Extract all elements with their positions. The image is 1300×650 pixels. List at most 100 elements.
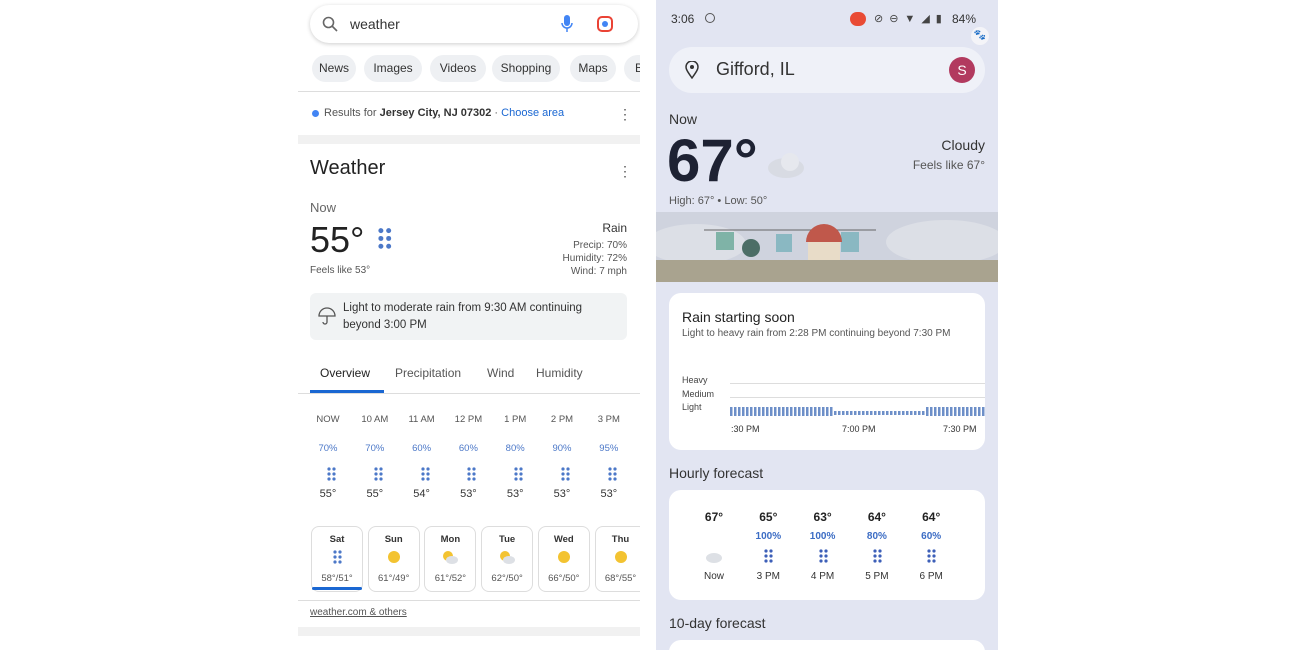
grid-line <box>730 383 985 384</box>
filter-tab[interactable]: Videos <box>430 55 486 82</box>
filter-tab[interactable]: News <box>312 55 356 82</box>
cloud-icon <box>768 153 804 178</box>
rain-bar <box>938 407 941 416</box>
rain-bar <box>966 407 969 416</box>
current-temp: 67° <box>667 127 758 194</box>
rain-bar <box>970 407 973 416</box>
hour-precip: 60% <box>921 531 942 542</box>
day-icon <box>498 549 516 572</box>
search-icon <box>322 16 338 32</box>
rain-bar <box>838 411 841 415</box>
search-query: weather <box>350 16 400 32</box>
status-icon <box>850 12 866 26</box>
more-menu[interactable]: ⋮ <box>618 106 632 122</box>
location-dot <box>312 110 319 117</box>
hour-precip: 100% <box>809 531 836 542</box>
rain-bar <box>790 407 793 416</box>
status-icon <box>705 13 715 23</box>
others[interactable]: & others <box>369 607 407 618</box>
day-name: Mon <box>440 534 461 545</box>
weather-app-panel: 3:06 ⊘⊖▼◢▮ 84% 🐾 Gifford, IL S Now 67° C… <box>656 0 998 650</box>
rain-time: 7:30 PM <box>943 424 977 434</box>
umbrella-icon <box>318 307 336 325</box>
hour-temp: 53° <box>460 488 477 500</box>
day-card[interactable]: Tue 62°/50° <box>481 526 534 592</box>
location-bar[interactable]: Gifford, IL S <box>669 47 985 93</box>
source[interactable]: weather.com <box>310 607 367 618</box>
day-card[interactable]: Wed 66°/50° <box>537 526 590 592</box>
filter-tab[interactable]: Images <box>364 55 422 82</box>
hour-time: 3 PM <box>756 571 780 582</box>
battery: 84% <box>952 12 977 26</box>
rain-bar <box>978 407 981 416</box>
hour-precip: 60% <box>458 443 478 454</box>
rain-bar <box>894 411 897 415</box>
hour-time: Now <box>703 571 725 582</box>
hour-icon <box>868 548 886 571</box>
rain-bar <box>862 411 865 415</box>
rain-bar <box>782 407 785 416</box>
rain-bar <box>870 411 873 415</box>
weather-tab[interactable]: Overview <box>320 366 371 380</box>
rain-bar <box>762 407 765 416</box>
grid-line <box>730 397 985 398</box>
rain-card: Rain starting soon Light to heavy rain f… <box>669 293 985 450</box>
rain-icon <box>327 467 336 481</box>
feels-like: Feels like 67° <box>912 158 985 172</box>
avatar[interactable]: S <box>949 57 975 83</box>
hour-time: 5 PM <box>865 571 889 582</box>
weather-tab[interactable]: Precipitation <box>395 366 462 380</box>
hour-icon <box>603 466 621 489</box>
rain-bar <box>902 411 905 415</box>
condition: Cloudy <box>941 137 985 153</box>
rain-bar <box>814 407 817 416</box>
day-icon <box>328 549 346 572</box>
filter-tab[interactable]: Shopping <box>492 55 560 82</box>
day-card[interactable]: Sat 58°/51° <box>311 526 363 592</box>
hour-temp: 55° <box>319 488 337 500</box>
day-card[interactable]: Mon 61°/52° <box>424 526 477 592</box>
rain-bar <box>962 407 965 416</box>
illustration <box>656 212 998 282</box>
hour-icon <box>369 466 387 489</box>
hour-icon <box>705 548 723 571</box>
rain-bar <box>878 411 881 415</box>
day-icon <box>441 549 459 572</box>
rain-bar <box>906 411 909 415</box>
hour-icon <box>416 466 434 489</box>
hourly-title: Hourly forecast <box>669 465 764 481</box>
rain-icon <box>764 549 773 563</box>
day-temps: 68°/55° <box>604 573 637 584</box>
hour-time: 12 PM <box>454 414 483 425</box>
weather-detail: Humidity: 72% <box>562 253 627 264</box>
filter-tab[interactable]: Maps <box>570 55 616 82</box>
weather-tab[interactable]: Humidity <box>536 366 583 380</box>
hour-time: 11 AM <box>408 414 435 425</box>
hour-precip: 95% <box>599 443 619 454</box>
rain-bar <box>758 407 761 416</box>
day-temps: 61°/49° <box>378 573 410 584</box>
lens-icon[interactable] <box>596 15 614 33</box>
choose-area-link[interactable]: Choose area <box>501 107 565 119</box>
rain-icon <box>561 467 570 481</box>
search-box[interactable]: weather <box>310 5 638 43</box>
hour-icon <box>462 466 480 489</box>
source-line[interactable]: weather.com & others <box>310 607 407 618</box>
rain-bar <box>730 407 733 416</box>
day-card[interactable]: Sun 61°/49° <box>367 526 420 592</box>
weather-tab[interactable]: Wind <box>487 366 515 380</box>
ten-day-card <box>669 640 985 650</box>
pet-icon[interactable]: 🐾 <box>971 27 989 45</box>
day-name: Sat <box>329 534 345 545</box>
rain-icon <box>378 228 392 249</box>
filter-tab[interactable]: B <box>624 55 640 82</box>
rain-bar <box>802 407 805 416</box>
day-card[interactable]: Thu 68°/55° <box>594 526 640 592</box>
hour-time: 10 AM <box>361 414 389 425</box>
condition: Rain <box>602 221 627 235</box>
alert-box: Light to moderate rain from 9:30 AM cont… <box>310 293 627 340</box>
more-menu[interactable]: ⋮ <box>618 163 632 179</box>
cloud-icon <box>706 553 722 563</box>
mic-icon[interactable] <box>560 14 574 34</box>
hour-icon <box>509 466 527 489</box>
